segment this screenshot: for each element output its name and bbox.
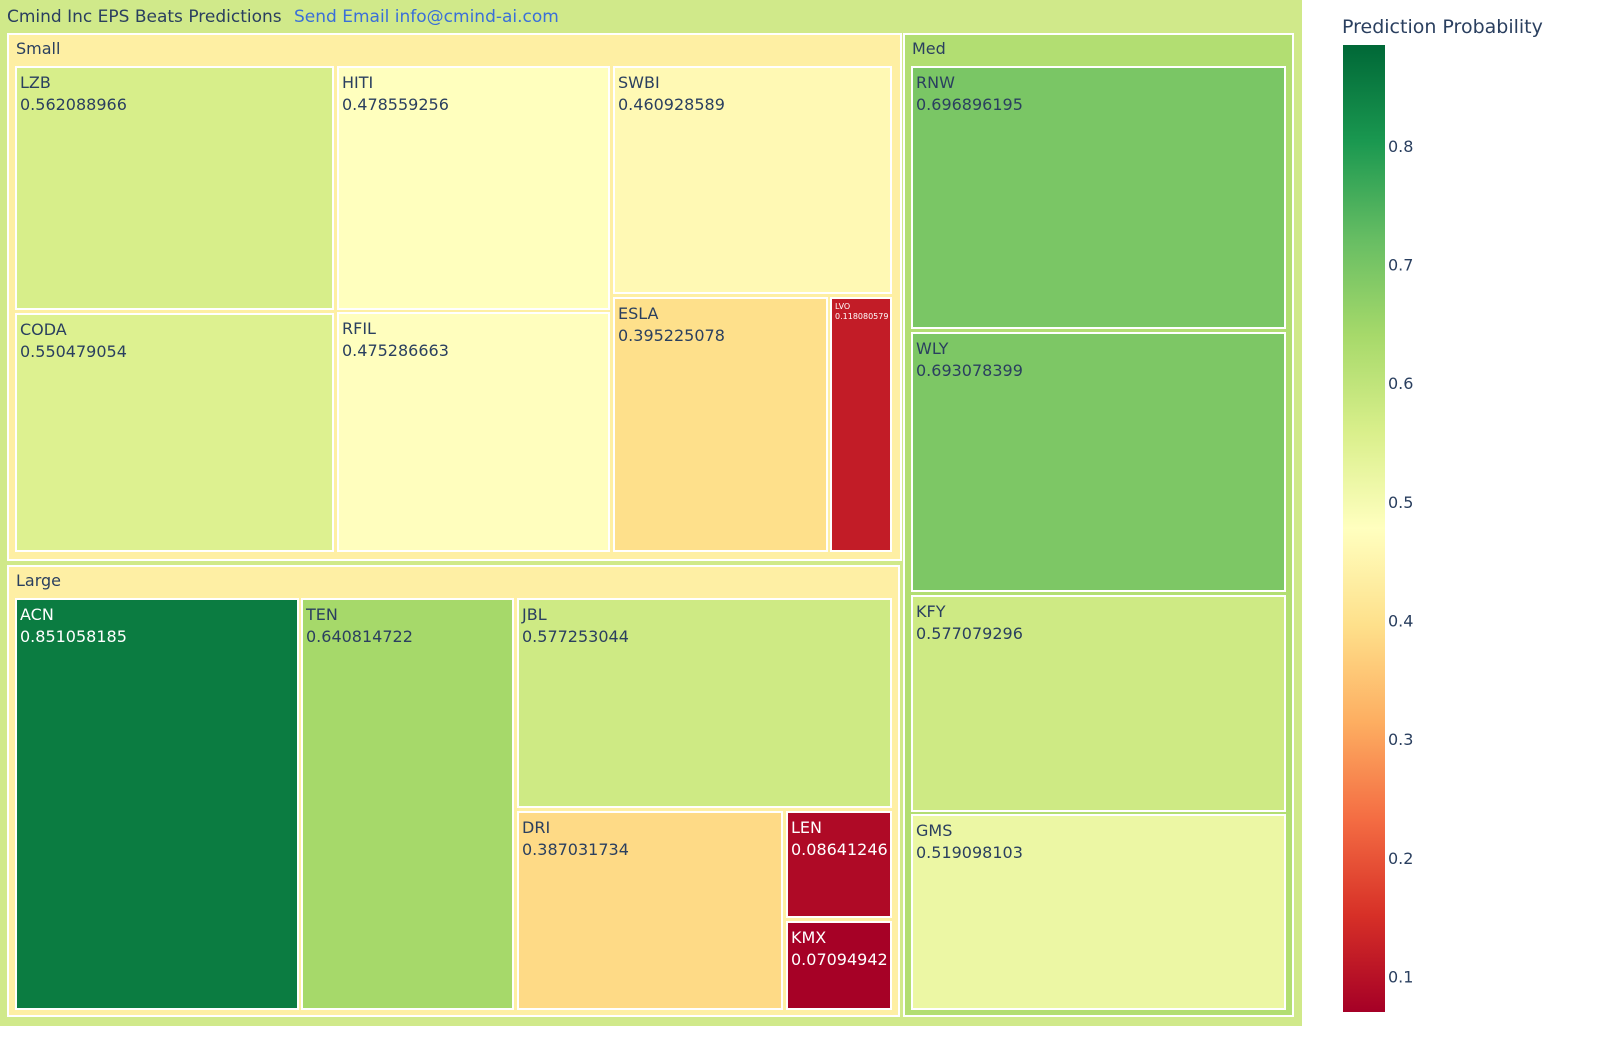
tile-coda[interactable] <box>15 313 334 552</box>
tile-label: DRI <box>522 818 550 837</box>
tile-value: 0.07094942 <box>791 950 888 969</box>
page-title: Cmind Inc EPS Beats Predictions <box>7 7 282 27</box>
group-label: Med <box>912 39 946 58</box>
email-link[interactable]: Send Email info@cmind-ai.com <box>294 7 559 27</box>
tile-label: LZB <box>20 73 51 92</box>
tile-value: 0.395225078 <box>618 326 725 345</box>
tile-label: HITI <box>342 73 373 92</box>
colorbar-gradient <box>1343 45 1385 1012</box>
tile-rfil[interactable] <box>337 312 610 552</box>
tile-label: ACN <box>20 605 54 624</box>
tile-acn[interactable] <box>15 598 299 1010</box>
colorbar-tick-label: 0.2 <box>1388 849 1413 868</box>
tile-kfy[interactable] <box>911 595 1286 812</box>
group-label: Large <box>16 571 61 590</box>
tile-label: KFY <box>916 602 946 621</box>
tile-wly[interactable] <box>911 332 1286 592</box>
tile-value: 0.08641246 <box>791 840 888 859</box>
tile-label: JBL <box>521 605 547 624</box>
tile-label: KMX <box>791 928 826 947</box>
tile-label: LVO <box>835 302 850 311</box>
tile-lzb[interactable] <box>15 66 334 310</box>
tile-label: LEN <box>791 818 822 837</box>
tile-lvo[interactable] <box>830 297 892 552</box>
tile-label: SWBI <box>618 73 660 92</box>
tile-hiti[interactable] <box>337 66 610 310</box>
tile-value: 0.118080579 <box>835 312 888 321</box>
tile-ten[interactable] <box>301 598 514 1010</box>
tile-dri[interactable] <box>517 811 783 1010</box>
tile-esla[interactable] <box>613 297 828 552</box>
colorbar-tick-label: 0.6 <box>1388 374 1413 393</box>
tile-value: 0.562088966 <box>20 95 127 114</box>
treemap-chart: Cmind Inc EPS Beats Predictions Send Emai… <box>0 0 1302 1026</box>
tile-value: 0.387031734 <box>522 840 629 859</box>
tile-label: RNW <box>916 73 955 92</box>
tile-value: 0.693078399 <box>916 361 1023 380</box>
tile-value: 0.696896195 <box>916 95 1023 114</box>
tile-value: 0.640814722 <box>306 627 413 646</box>
colorbar-title: Prediction Probability <box>1342 16 1543 38</box>
colorbar: Prediction Probability 0.8 0.7 0.6 0.5 0.4 0.3… <box>1342 16 1543 1012</box>
tile-value: 0.577079296 <box>916 624 1023 643</box>
tile-label: TEN <box>305 605 338 624</box>
tile-kmx[interactable] <box>786 921 892 1010</box>
tile-label: ESLA <box>618 304 659 323</box>
tile-value: 0.851058185 <box>20 627 127 646</box>
tile-value: 0.475286663 <box>342 341 449 360</box>
tile-jbl[interactable] <box>517 598 892 808</box>
colorbar-tick-label: 0.3 <box>1388 730 1413 749</box>
tile-label: RFIL <box>342 319 376 338</box>
tile-len[interactable] <box>786 811 892 918</box>
tile-value: 0.577253044 <box>522 627 629 646</box>
tile-swbi[interactable] <box>613 66 892 294</box>
colorbar-tick-label: 0.8 <box>1388 137 1413 156</box>
tile-value: 0.460928589 <box>618 95 725 114</box>
tile-label: GMS <box>916 821 952 840</box>
colorbar-tick-label: 0.4 <box>1388 611 1413 630</box>
colorbar-tick-label: 0.5 <box>1388 493 1413 512</box>
tile-value: 0.519098103 <box>916 843 1023 862</box>
tile-label: WLY <box>916 339 949 358</box>
tile-rnw[interactable] <box>911 66 1286 329</box>
colorbar-tick-label: 0.1 <box>1388 967 1413 986</box>
tile-label: CODA <box>20 320 67 339</box>
tile-value: 0.478559256 <box>342 95 449 114</box>
colorbar-tick-label: 0.7 <box>1388 256 1413 275</box>
tile-gms[interactable] <box>911 814 1286 1010</box>
group-label: Small <box>16 39 60 58</box>
tile-value: 0.550479054 <box>20 342 127 361</box>
